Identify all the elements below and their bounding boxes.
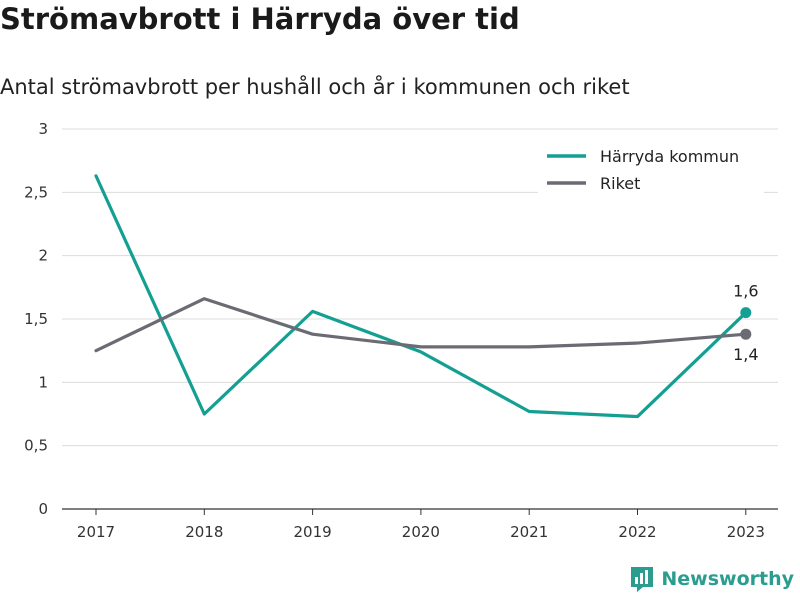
chart-subtitle: Antal strömavbrott per hushåll och år i … xyxy=(0,75,630,99)
y-tick-label: 0 xyxy=(38,500,48,518)
x-tick-label: 2019 xyxy=(294,523,332,541)
series-lines xyxy=(94,174,752,419)
gridlines xyxy=(62,128,778,447)
x-axis: 2017 2018 2019 2020 2021 2022 2023 xyxy=(62,508,778,541)
newsworthy-logo-icon xyxy=(631,567,654,592)
y-axis-tick-labels: 0 0,5 1 1,5 2 2,5 3 xyxy=(24,120,48,518)
x-tick-label: 2017 xyxy=(77,523,115,541)
legend: Härryda kommun Riket xyxy=(538,140,764,196)
brand-name: Newsworthy xyxy=(661,568,794,590)
x-tick-label: 2022 xyxy=(618,523,656,541)
x-tick-label: 2018 xyxy=(185,523,223,541)
x-tick-label: 2023 xyxy=(727,523,765,541)
series-line-riket xyxy=(94,297,748,353)
end-point-marker xyxy=(740,328,752,340)
end-value-label: 1,4 xyxy=(733,345,758,364)
chart-title: Strömavbrott i Härryda över tid xyxy=(0,2,520,36)
end-labels: 1,6 1,4 xyxy=(733,282,758,365)
series-line-harryda xyxy=(94,174,748,419)
legend-background xyxy=(538,140,764,196)
y-tick-label: 1,5 xyxy=(24,310,48,328)
brand-logo: Newsworthy xyxy=(629,564,794,594)
end-point-marker xyxy=(740,307,752,319)
y-tick-label: 2,5 xyxy=(24,183,48,201)
x-tick-label: 2021 xyxy=(510,523,548,541)
x-tick-label: 2020 xyxy=(402,523,440,541)
y-tick-label: 3 xyxy=(38,120,48,138)
y-tick-label: 2 xyxy=(38,247,48,265)
y-tick-label: 1 xyxy=(38,373,48,391)
end-value-label: 1,6 xyxy=(733,282,758,301)
legend-label: Härryda kommun xyxy=(600,147,739,166)
legend-label: Riket xyxy=(600,174,640,193)
y-tick-label: 0,5 xyxy=(24,437,48,455)
